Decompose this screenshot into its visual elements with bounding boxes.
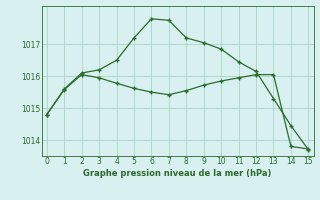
X-axis label: Graphe pression niveau de la mer (hPa): Graphe pression niveau de la mer (hPa) (84, 169, 272, 178)
